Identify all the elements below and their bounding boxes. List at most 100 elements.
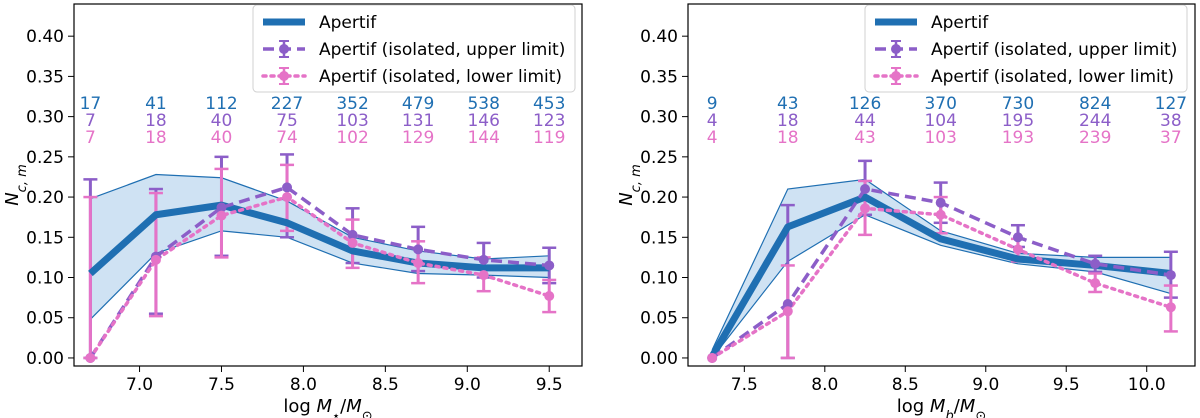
upper-limit-point bbox=[860, 184, 871, 195]
upper-limit-line bbox=[88, 185, 550, 359]
count-apertif-label: 112 bbox=[205, 94, 237, 114]
lower-limit-point bbox=[1165, 302, 1176, 313]
legend-box bbox=[252, 4, 576, 93]
upper-limit-point bbox=[782, 299, 793, 310]
legend-label-2: Apertif (isolated, upper limit) bbox=[931, 40, 1177, 60]
count-upper-label: 244 bbox=[1079, 111, 1111, 131]
upper-limit-point bbox=[935, 197, 946, 208]
y-tick-label: 0.15 bbox=[640, 228, 678, 248]
lower-limit-point bbox=[216, 210, 227, 221]
y-axis-label: Nc, m bbox=[616, 164, 644, 206]
axes-frame bbox=[73, 3, 583, 367]
x-tick-label: 9.5 bbox=[1053, 375, 1080, 395]
upper-limit-point bbox=[544, 260, 555, 271]
x-tick-label: 7.0 bbox=[126, 375, 153, 395]
count-upper-label: 4 bbox=[707, 111, 718, 131]
y-tick-label: 0.35 bbox=[640, 67, 678, 87]
apertif-band-lower-edge bbox=[89, 230, 550, 320]
y-tick-label: 0.20 bbox=[640, 188, 678, 208]
count-apertif-label: 824 bbox=[1079, 94, 1111, 114]
upper-limit-point bbox=[1012, 232, 1023, 243]
legend-box bbox=[864, 4, 1188, 93]
x-tick-label: 9.0 bbox=[972, 375, 999, 395]
y-tick-label: 0.10 bbox=[26, 269, 64, 289]
lower-limit-point bbox=[282, 192, 293, 203]
lower-limit-point bbox=[150, 254, 161, 265]
count-lower-label: 129 bbox=[402, 128, 434, 148]
x-tick-label: 9.0 bbox=[454, 375, 481, 395]
x-axis-label: log M⋆/M⊙ bbox=[283, 396, 372, 418]
x-axis-label: log Mb/M⊙ bbox=[897, 396, 986, 418]
count-apertif-label: 17 bbox=[80, 94, 102, 114]
legend-label-3: Apertif (isolated, lower limit) bbox=[319, 67, 562, 87]
count-lower-label: 144 bbox=[467, 128, 499, 148]
count-upper-label: 104 bbox=[924, 111, 956, 131]
lower-limit-point bbox=[413, 258, 424, 269]
count-upper-label: 75 bbox=[276, 111, 298, 131]
legend-marker bbox=[279, 71, 289, 81]
apertif-confidence-band bbox=[712, 179, 1171, 358]
count-lower-label: 74 bbox=[276, 128, 298, 148]
count-upper-label: 7 bbox=[85, 111, 96, 131]
count-lower-label: 18 bbox=[777, 128, 799, 148]
lower-limit-point bbox=[782, 306, 793, 317]
y-tick-label: 0.25 bbox=[640, 148, 678, 168]
x-tick-label: 8.0 bbox=[290, 375, 317, 395]
y-tick-label: 0.05 bbox=[26, 309, 64, 329]
count-apertif-label: 227 bbox=[271, 94, 303, 114]
legend: Apertif Apertif (isolated, upper limit) Ap… bbox=[252, 4, 576, 93]
lower-limit-point bbox=[347, 237, 358, 248]
chart-panel-1: 17 41 112 227 352 479 538 453 7 18 40 75 103 131 146 12… bbox=[2, 3, 583, 418]
y-tick-label: 0.35 bbox=[26, 67, 64, 87]
upper-limit-point bbox=[478, 254, 489, 265]
x-tick-label: 7.5 bbox=[731, 375, 758, 395]
count-upper-label: 103 bbox=[336, 111, 368, 131]
upper-limit-point bbox=[347, 229, 358, 240]
y-tick-label: 0.40 bbox=[640, 27, 678, 47]
count-upper-label: 40 bbox=[211, 111, 233, 131]
count-apertif-label: 41 bbox=[145, 94, 167, 114]
count-upper-label: 131 bbox=[402, 111, 434, 131]
y-tick-label: 0.15 bbox=[26, 228, 64, 248]
x-tick-label: 8.5 bbox=[372, 375, 399, 395]
axes-frame bbox=[687, 3, 1196, 367]
count-apertif-label: 43 bbox=[777, 94, 799, 114]
legend-label-2: Apertif (isolated, upper limit) bbox=[319, 40, 565, 60]
count-upper-label: 18 bbox=[145, 111, 167, 131]
lower-limit-point bbox=[1090, 278, 1101, 289]
y-tick-label: 0.10 bbox=[640, 269, 678, 289]
lower-limit-point bbox=[1012, 244, 1023, 255]
count-apertif-label: 126 bbox=[849, 94, 881, 114]
legend-marker bbox=[891, 71, 901, 81]
count-lower-label: 7 bbox=[85, 128, 96, 148]
count-upper-label: 38 bbox=[1160, 111, 1182, 131]
lower-limit-point bbox=[707, 352, 718, 363]
y-tick-label: 0.40 bbox=[26, 27, 64, 47]
count-lower-label: 40 bbox=[211, 128, 233, 148]
count-upper-label: 44 bbox=[854, 111, 876, 131]
count-lower-label: 37 bbox=[1160, 128, 1182, 148]
count-lower-label: 102 bbox=[336, 128, 368, 148]
lower-limit-point bbox=[544, 291, 555, 302]
y-tick-label: 0.00 bbox=[26, 349, 64, 369]
x-tick-label: 8.0 bbox=[811, 375, 838, 395]
x-tick-label: 9.5 bbox=[536, 375, 563, 395]
y-axis-label: Nc, m bbox=[2, 164, 30, 206]
y-tick-label: 0.05 bbox=[640, 309, 678, 329]
count-apertif-label: 127 bbox=[1155, 94, 1187, 114]
upper-limit-point bbox=[1090, 258, 1101, 269]
count-lower-label: 43 bbox=[854, 128, 876, 148]
count-apertif-label: 538 bbox=[467, 94, 499, 114]
count-apertif-label: 730 bbox=[1002, 94, 1034, 114]
legend-marker bbox=[279, 44, 289, 54]
x-tick-label: 10.0 bbox=[1128, 375, 1166, 395]
count-lower-label: 193 bbox=[1002, 128, 1034, 148]
upper-limit-point bbox=[216, 202, 227, 213]
y-tick-label: 0.30 bbox=[26, 108, 64, 128]
count-upper-label: 123 bbox=[533, 111, 565, 131]
legend-label-3: Apertif (isolated, lower limit) bbox=[931, 67, 1174, 87]
lower-limit-point bbox=[85, 352, 96, 363]
y-tick-label: 0.00 bbox=[640, 349, 678, 369]
y-tick-label: 0.30 bbox=[640, 108, 678, 128]
